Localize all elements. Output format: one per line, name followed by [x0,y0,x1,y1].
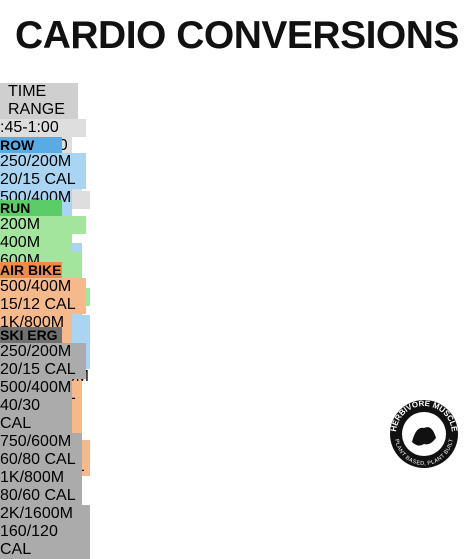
cell-text: 250/200M [0,343,72,360]
row-label-cell: SKI ERG [0,327,62,343]
table: TIME RANGE:45-1:001:30-2:002:30-3:003:30… [0,83,474,559]
table-row: SKI ERG 250/200M 20/15 CAL 500/400M 40/30 CA… [0,327,474,559]
cell-text: 400M [0,234,41,251]
cell: 400M [0,234,72,252]
logo: HERBIVORE MUSCLE PLANT BASED, PLANT BUIL… [389,399,459,468]
cell-text: 80/60 CAL [0,487,76,504]
row-label: ROW [0,137,35,153]
cell-text: 500/400M [0,379,72,396]
row-label-cell: TIME RANGE [0,83,78,119]
cell-text: 250/200M [0,153,72,170]
row-label: SKI ERG [0,327,58,343]
cell-text: 200M [0,216,41,233]
page: CARDIO CONVERSIONS TIME RANGE:45-1:001:3… [0,14,474,559]
cell-text: 20/15 CAL [0,361,76,378]
header-text: :45-1:00 [0,119,59,136]
row-label-cell: ROW [0,137,62,153]
cell-text: 750/600M [0,433,72,450]
cell: 200M [0,216,86,234]
cell-text: 1K/800M [0,314,65,331]
cell-text: 2K/1600M [0,505,73,522]
cell-text: 1K/800M [0,469,65,486]
cell-text: 60/80 CAL [0,451,76,468]
row-label-cell: AIR BIKE [0,262,62,278]
header-row: TIME RANGE:45-1:001:30-2:002:30-3:003:30… [0,83,474,209]
cell-text: 40/30 CAL [0,397,41,432]
row-label-cell: RUN [0,200,62,216]
cell-text: 500/400M [0,278,72,295]
row-label: RUN [0,200,31,216]
cell-text: 15/12 CAL [0,296,76,313]
cell-text: 20/15 CAL [0,171,76,188]
row-label: AIR BIKE [0,262,62,278]
cell: 250/200M 20/15 CAL [0,153,86,189]
header-text: TIME RANGE [8,83,65,118]
cell: :45-1:00 [0,119,86,137]
cell: 500/400M 15/12 CAL [0,278,86,314]
cell: 250/200M 20/15 CAL [0,343,86,379]
cell-text: 160/120 CAL [0,523,58,558]
table-row: RUN200M400M600M800M1600M [0,200,474,306]
title: CARDIO CONVERSIONS [15,14,459,57]
